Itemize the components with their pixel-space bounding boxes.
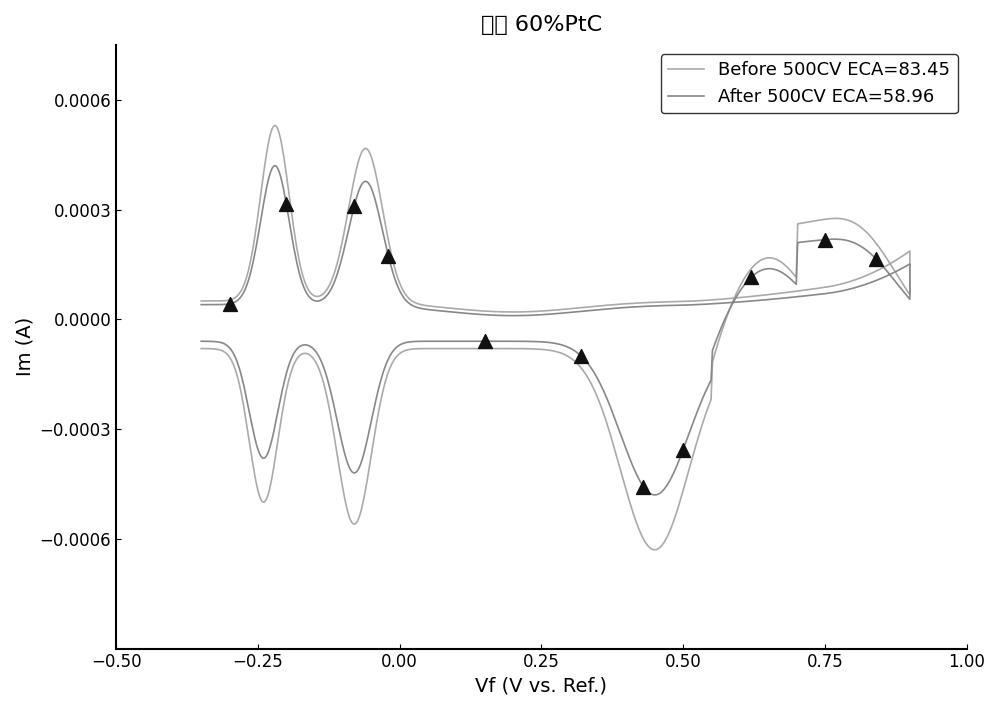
X-axis label: Vf (V vs. Ref.): Vf (V vs. Ref.) [475, 677, 607, 696]
Line: After 500CV ECA=58.96: After 500CV ECA=58.96 [201, 166, 910, 495]
After 500CV ECA=58.96 [770, 294, 782, 303]
Point [573, 351, 589, 362]
Legend: Before 500CV ECA=83.45, After 500CV ECA=58.96: Before 500CV ECA=83.45, After 500CV ECA=… [661, 54, 958, 113]
After 500CV ECA=58.96 [341, 230, 353, 239]
Point [868, 253, 884, 264]
Before 500CV ECA=83.45 [195, 296, 207, 305]
Before 500CV ECA=83.45 [637, 534, 649, 542]
Before 500CV ECA=83.45 [341, 210, 353, 219]
Y-axis label: Im (A): Im (A) [15, 317, 34, 376]
After 500CV ECA=58.96 [637, 481, 649, 490]
After 500CV ECA=58.96 [821, 289, 833, 298]
After 500CV ECA=58.96 [195, 337, 207, 346]
Point [635, 481, 651, 492]
Point [278, 198, 294, 210]
Before 500CV ECA=83.45 [770, 289, 782, 298]
Before 500CV ECA=83.45 [648, 545, 660, 554]
Line: Before 500CV ECA=83.45: Before 500CV ECA=83.45 [201, 125, 910, 550]
Point [222, 298, 238, 309]
Point [817, 234, 833, 245]
Point [380, 250, 396, 261]
Point [675, 444, 691, 456]
Point [346, 200, 362, 211]
After 500CV ECA=58.96 [648, 491, 660, 499]
Point [743, 272, 759, 283]
Before 500CV ECA=83.45 [505, 344, 517, 353]
After 500CV ECA=58.96 [195, 300, 207, 309]
Point [477, 336, 493, 347]
Title: 商用 60%PtC: 商用 60%PtC [481, 15, 602, 35]
After 500CV ECA=58.96 [505, 337, 517, 346]
After 500CV ECA=58.96 [479, 337, 491, 346]
Before 500CV ECA=83.45 [269, 121, 281, 129]
Before 500CV ECA=83.45 [195, 344, 207, 353]
Before 500CV ECA=83.45 [821, 282, 833, 291]
Before 500CV ECA=83.45 [479, 344, 491, 353]
After 500CV ECA=58.96 [269, 161, 281, 170]
